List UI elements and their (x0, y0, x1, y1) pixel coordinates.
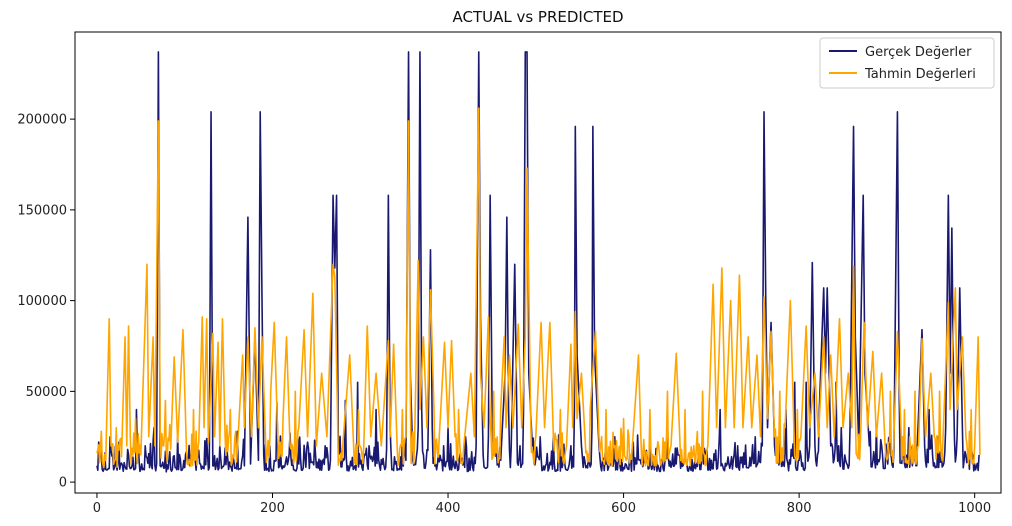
y-tick-label: 150000 (17, 203, 67, 218)
series-line-predicted (96, 107, 981, 469)
axes-frame (74, 31, 1002, 494)
x-tick-label: 600 (611, 501, 636, 516)
x-tick-label: 800 (787, 501, 812, 516)
y-tick-label: 50000 (26, 385, 67, 400)
legend-label-actual: Gerçek Değerler (865, 45, 972, 60)
y-axis: 0 50000 100000 150000 200000 (17, 113, 75, 491)
y-tick-label: 0 (59, 476, 67, 491)
x-tick-label: 1000 (958, 501, 991, 516)
legend-label-predicted: Tahmin Değerleri (864, 67, 976, 82)
x-tick-label: 0 (93, 501, 101, 516)
x-tick-label: 200 (260, 501, 285, 516)
x-tick-label: 400 (436, 501, 461, 516)
plot-area (96, 51, 981, 473)
chart-title: ACTUAL vs PREDICTED (452, 8, 623, 26)
legend: Gerçek Değerler Tahmin Değerleri (819, 37, 995, 89)
x-axis: 0 200 400 600 800 1000 (93, 493, 991, 516)
legend-box (819, 37, 995, 89)
y-tick-label: 100000 (17, 294, 67, 309)
y-tick-label: 200000 (17, 113, 67, 128)
